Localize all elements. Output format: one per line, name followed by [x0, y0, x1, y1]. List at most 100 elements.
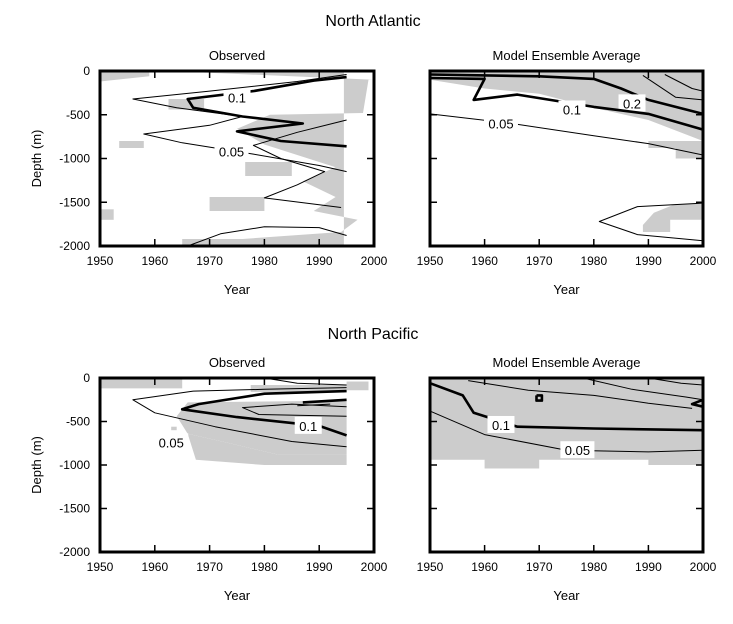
x-tick-label: 1950 [417, 560, 444, 574]
contour-line-unlabeled-3 [252, 119, 347, 208]
y-tick-label: -2000 [59, 545, 90, 559]
panel-title: Model Ensemble Average [493, 48, 641, 63]
shaded-region-1 [430, 71, 703, 141]
x-tick-label: 1980 [580, 560, 607, 574]
x-tick-label: 1990 [635, 254, 662, 268]
panel-2: 0.2 0.1 0.05 1950 1960 1970 1980 1990 2000 Model … [417, 48, 717, 297]
contour-label: 0.05 [488, 117, 513, 132]
shaded-region-3 [675, 148, 703, 159]
x-tick-label: 1990 [306, 254, 333, 268]
shaded-region-6 [209, 197, 265, 211]
y-tick-label: 0 [83, 64, 90, 78]
contour-line-unlabeled-4 [187, 226, 347, 247]
panel-1: 0.1 0.05 1950 1960 1970 1980 1990 2000 0 -500 -100… [29, 48, 388, 297]
x-tick-label: 1980 [580, 254, 607, 268]
x-tick-label: 1960 [141, 254, 168, 268]
contour-label: 0.05 [219, 145, 244, 160]
shaded-region-2 [100, 71, 150, 82]
contour-line-unlabeled-4 [264, 377, 347, 386]
x-tick-label: 1960 [471, 560, 498, 574]
x-axis-label: Year [224, 282, 251, 297]
contour-line-unlabeled-5 [664, 74, 704, 92]
shaded-region-5 [245, 162, 292, 176]
x-tick-label: 1950 [87, 254, 114, 268]
contour-line-0-1 [429, 76, 704, 131]
contour-label-background [487, 415, 515, 433]
contour-line-unlabeled-3 [468, 380, 693, 409]
y-tick-label: -1500 [59, 195, 90, 209]
panel-title: Observed [209, 48, 265, 63]
x-tick-label: 2000 [361, 560, 388, 574]
contour-line-unlabeled-4 [642, 74, 704, 101]
contour-label-background [558, 100, 586, 118]
contour-label: 0.1 [228, 90, 246, 105]
y-tick-label: -500 [66, 415, 90, 429]
contour-label: 0.05 [159, 435, 184, 450]
contour-label: 0.1 [299, 419, 317, 434]
x-tick-label: 1970 [526, 254, 553, 268]
contour-line-0-2 [429, 73, 704, 116]
x-tick-label: 1950 [87, 560, 114, 574]
contour-line-unlabeled-5 [302, 398, 347, 404]
contour-line-unlabeled-6 [690, 398, 704, 408]
contour-label-background [294, 416, 322, 434]
contour-line-0-05 [132, 387, 347, 448]
shaded-region-4 [642, 204, 703, 232]
contour-line-0-05 [132, 74, 347, 173]
x-tick-label: 1990 [306, 560, 333, 574]
contour-line-unlabeled-4 [582, 377, 704, 401]
x-tick-label: 2000 [361, 254, 388, 268]
shaded-region-1 [100, 378, 183, 389]
shaded-region-1 [430, 378, 703, 469]
shaded-region-5 [171, 426, 177, 431]
shaded-region-4 [119, 141, 144, 148]
x-tick-label: 1970 [196, 560, 223, 574]
x-axis-label: Year [553, 282, 580, 297]
y-axis-label: Depth (m) [29, 436, 44, 494]
panel-3: 0.1 0.05 1950 1960 1970 1980 1990 2000 0 -500 -100… [29, 355, 388, 603]
panel-title: Model Ensemble Average [493, 355, 641, 370]
x-tick-label: 1960 [141, 560, 168, 574]
y-tick-label: -1000 [59, 458, 90, 472]
y-tick-label: -500 [66, 108, 90, 122]
contour-line-unlabeled-6 [598, 202, 704, 242]
contour-label-background [560, 441, 595, 459]
x-axis-label: Year [224, 588, 251, 603]
shaded-region-6 [187, 433, 347, 465]
contour-label-background [483, 114, 518, 132]
contour-line-unlabeled-7 [535, 394, 544, 402]
shaded-region-7 [100, 209, 114, 220]
contour-label-background [223, 88, 251, 106]
y-axis-label: Depth (m) [29, 130, 44, 188]
x-tick-label: 1950 [417, 254, 444, 268]
section-title-north-atlantic: North Atlantic [325, 13, 420, 30]
shaded-region-3 [346, 381, 369, 391]
x-tick-label: 2000 [690, 254, 717, 268]
x-tick-label: 1970 [526, 560, 553, 574]
contour-label: 0.05 [565, 443, 590, 458]
contour-label: 0.1 [563, 103, 581, 118]
contour-line-0-1 [186, 75, 347, 148]
x-axis-label: Year [553, 588, 580, 603]
panel-title: Observed [209, 355, 265, 370]
x-tick-label: 2000 [690, 560, 717, 574]
x-tick-label: 1980 [251, 254, 278, 268]
section-title-north-pacific: North Pacific [328, 326, 419, 343]
panels: 0.1 0.05 1950 1960 1970 1980 1990 2000 0 -500 -100… [29, 48, 717, 603]
y-tick-label: -1000 [59, 152, 90, 166]
y-tick-label: -2000 [59, 239, 90, 253]
x-tick-label: 1990 [635, 560, 662, 574]
contour-label-background [154, 433, 189, 451]
x-tick-label: 1960 [471, 254, 498, 268]
contour-label-background [618, 94, 646, 112]
y-tick-label: -1500 [59, 502, 90, 516]
contour-label: 0.2 [623, 96, 641, 111]
x-tick-label: 1980 [251, 560, 278, 574]
contour-label-background [214, 142, 249, 160]
contour-label: 0.1 [492, 418, 510, 433]
contour-line-unlabeled-6 [297, 403, 331, 407]
contour-line-unlabeled-5 [648, 377, 704, 386]
shaded-region-1 [168, 71, 374, 246]
y-tick-label: 0 [83, 371, 90, 385]
